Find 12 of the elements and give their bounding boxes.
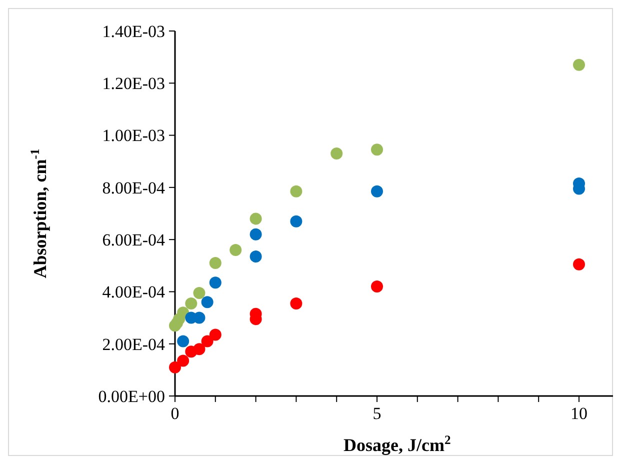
x-tick-label: 0	[170, 404, 180, 423]
y-tick-label: 1.20E-03	[102, 74, 165, 94]
y-tick-label: 6.00E-04	[102, 230, 166, 250]
y-tick-label: 1.40E-03	[102, 22, 165, 41]
x-tick-label: 5	[372, 404, 382, 423]
x-axis-title: Dosage, J/cm$^{2}$	[344, 433, 451, 455]
y-tick-label: 4.00E-04	[102, 282, 166, 302]
y-tick-label: 0.00E+00	[98, 386, 165, 406]
y-tick-label: 8.00E-04	[102, 178, 166, 198]
y-tick-label: 2.00E-04	[102, 334, 166, 354]
y-tick-label: 1.00E-03	[102, 126, 165, 146]
x-tick-label: 10	[570, 404, 588, 423]
